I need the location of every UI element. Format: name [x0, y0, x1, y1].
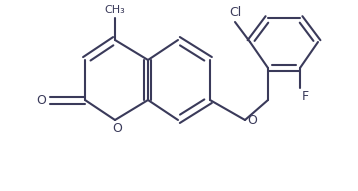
- Text: F: F: [302, 90, 309, 103]
- Text: O: O: [36, 94, 46, 107]
- Text: O: O: [112, 122, 122, 135]
- Text: O: O: [247, 113, 257, 126]
- Text: Cl: Cl: [229, 6, 241, 19]
- Text: CH₃: CH₃: [105, 5, 125, 15]
